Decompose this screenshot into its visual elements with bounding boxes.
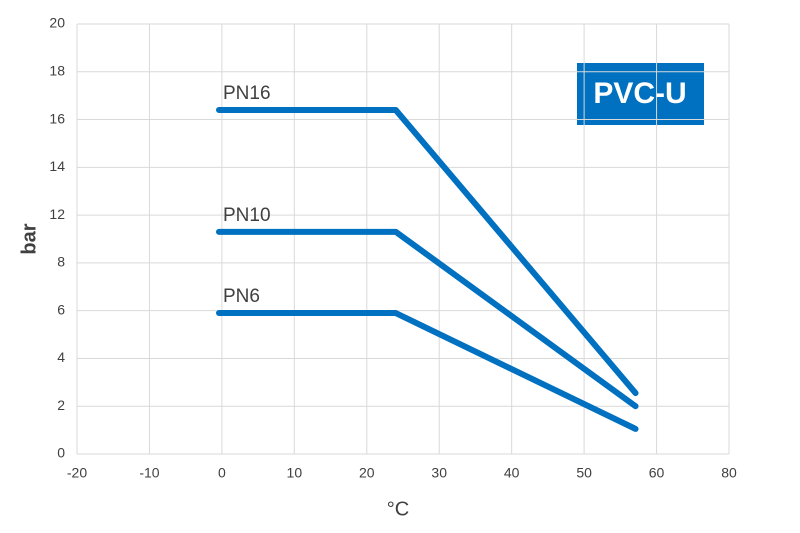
x-tick-label: 0: [218, 465, 226, 481]
line: [215, 228, 639, 410]
x-tick-label: -10: [139, 465, 159, 481]
y-tick-label: 20: [49, 15, 65, 31]
series-label: PN10: [223, 205, 271, 226]
line: [215, 107, 639, 397]
annotation: PVC-U: [593, 77, 686, 110]
x-tick-label: 10: [287, 465, 303, 481]
series-label: PN6: [223, 286, 260, 307]
x-axis-label: °C: [387, 498, 409, 520]
x-tick-label: 30: [431, 465, 447, 481]
series-label: PN16: [223, 83, 271, 104]
y-tick-label: 8: [57, 254, 65, 270]
x-tick-label: 80: [721, 465, 737, 481]
y-axis-label: bar: [18, 223, 40, 254]
y-tick-label: 12: [49, 206, 65, 222]
y-tick-label: 2: [57, 397, 65, 413]
x-tick-label: 60: [649, 465, 665, 481]
x-tick-label: 20: [359, 465, 375, 481]
y-tick-label: 16: [49, 110, 65, 126]
x-tick-label: -20: [67, 465, 87, 481]
x-tick-label: 50: [576, 465, 592, 481]
annotation-box: [577, 63, 704, 125]
y-tick-label: 14: [49, 158, 65, 174]
x-tick-label: 40: [504, 465, 520, 481]
line: [215, 310, 639, 432]
y-tick-label: 18: [49, 62, 65, 78]
y-tick-label: 4: [57, 349, 65, 365]
y-tick-label: 0: [57, 445, 65, 461]
y-tick-label: 6: [57, 301, 65, 317]
